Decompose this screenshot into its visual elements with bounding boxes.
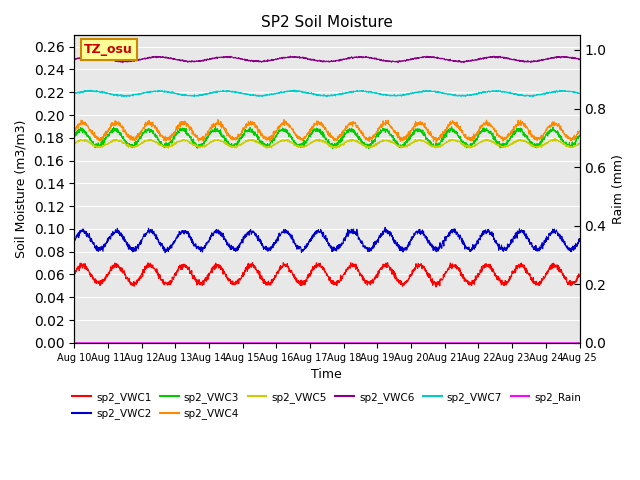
- sp2_VWC3: [70, 132, 78, 138]
- sp2_VWC5: [96, 144, 104, 149]
- sp2_VWC2: [576, 239, 584, 244]
- sp2_VWC7: [303, 89, 310, 95]
- sp2_VWC7: [316, 93, 324, 98]
- sp2_VWC2: [96, 246, 104, 252]
- sp2_VWC3: [561, 140, 569, 146]
- sp2_VWC4: [316, 121, 324, 127]
- sp2_VWC6: [316, 59, 324, 64]
- sp2_VWC6: [394, 60, 402, 65]
- sp2_Rain: [70, 340, 78, 346]
- sp2_Rain: [561, 340, 568, 346]
- sp2_VWC1: [432, 284, 440, 290]
- sp2_VWC3: [561, 141, 569, 147]
- sp2_VWC7: [529, 94, 537, 100]
- sp2_VWC5: [561, 143, 569, 148]
- sp2_VWC6: [96, 55, 104, 60]
- sp2_VWC3: [365, 146, 372, 152]
- sp2_VWC7: [561, 88, 569, 94]
- Y-axis label: Soil Moisture (m3/m3): Soil Moisture (m3/m3): [15, 120, 28, 258]
- sp2_VWC2: [561, 242, 569, 248]
- sp2_VWC1: [561, 275, 569, 281]
- sp2_VWC4: [561, 132, 569, 137]
- sp2_VWC5: [468, 144, 476, 150]
- sp2_VWC6: [576, 56, 584, 62]
- sp2_VWC2: [468, 244, 476, 250]
- sp2_VWC3: [576, 132, 584, 138]
- Legend: sp2_VWC1, sp2_VWC2, sp2_VWC3, sp2_VWC4, sp2_VWC5, sp2_VWC6, sp2_VWC7, sp2_Rain: sp2_VWC1, sp2_VWC2, sp2_VWC3, sp2_VWC4, …: [68, 388, 586, 423]
- sp2_VWC5: [316, 137, 324, 143]
- sp2_VWC1: [576, 274, 584, 279]
- sp2_VWC2: [161, 250, 169, 255]
- sp2_VWC4: [303, 132, 310, 138]
- sp2_Rain: [96, 340, 104, 346]
- sp2_VWC2: [381, 225, 389, 230]
- sp2_VWC7: [70, 90, 78, 96]
- sp2_VWC2: [561, 240, 569, 246]
- Line: sp2_VWC4: sp2_VWC4: [74, 120, 580, 143]
- Line: sp2_VWC5: sp2_VWC5: [74, 139, 580, 148]
- sp2_VWC4: [576, 128, 584, 134]
- sp2_VWC1: [96, 282, 104, 288]
- sp2_VWC3: [468, 141, 476, 147]
- sp2_VWC6: [287, 53, 294, 59]
- sp2_VWC5: [576, 140, 584, 146]
- sp2_VWC6: [561, 54, 569, 60]
- sp2_VWC1: [468, 280, 476, 286]
- sp2_VWC5: [333, 145, 340, 151]
- sp2_VWC1: [316, 261, 324, 267]
- X-axis label: Time: Time: [312, 368, 342, 381]
- sp2_VWC6: [70, 57, 78, 62]
- sp2_VWC6: [561, 55, 569, 60]
- sp2_VWC1: [280, 260, 287, 265]
- sp2_VWC4: [561, 134, 569, 140]
- sp2_VWC1: [561, 276, 569, 282]
- sp2_VWC7: [468, 92, 476, 97]
- Line: sp2_VWC7: sp2_VWC7: [74, 90, 580, 97]
- sp2_VWC5: [70, 140, 78, 146]
- sp2_VWC7: [290, 87, 298, 93]
- sp2_VWC4: [468, 133, 476, 139]
- Title: SP2 Soil Moisture: SP2 Soil Moisture: [261, 15, 393, 30]
- sp2_VWC3: [96, 144, 104, 150]
- Line: sp2_VWC2: sp2_VWC2: [74, 228, 580, 252]
- sp2_VWC2: [316, 229, 324, 235]
- Y-axis label: Raim (mm): Raim (mm): [612, 154, 625, 224]
- sp2_VWC3: [303, 137, 310, 143]
- sp2_VWC3: [316, 127, 324, 132]
- sp2_VWC4: [433, 140, 440, 145]
- sp2_VWC6: [303, 56, 310, 61]
- sp2_Rain: [576, 340, 584, 346]
- sp2_Rain: [561, 340, 569, 346]
- sp2_VWC7: [561, 88, 569, 94]
- sp2_VWC1: [303, 278, 310, 284]
- sp2_VWC5: [551, 136, 559, 142]
- Line: sp2_VWC1: sp2_VWC1: [74, 263, 580, 287]
- sp2_VWC5: [303, 143, 310, 149]
- sp2_VWC2: [303, 241, 310, 247]
- sp2_Rain: [468, 340, 476, 346]
- sp2_VWC3: [212, 124, 220, 130]
- sp2_VWC7: [96, 89, 104, 95]
- sp2_VWC4: [70, 126, 78, 132]
- sp2_Rain: [303, 340, 310, 346]
- sp2_VWC4: [214, 117, 222, 122]
- Line: sp2_VWC3: sp2_VWC3: [74, 127, 580, 149]
- sp2_VWC7: [576, 91, 584, 96]
- Text: TZ_osu: TZ_osu: [84, 43, 133, 56]
- sp2_VWC2: [70, 240, 78, 245]
- Line: sp2_VWC6: sp2_VWC6: [74, 56, 580, 62]
- sp2_Rain: [316, 340, 324, 346]
- sp2_VWC5: [561, 143, 569, 149]
- sp2_VWC4: [96, 136, 104, 142]
- sp2_VWC6: [468, 57, 476, 63]
- sp2_VWC1: [70, 269, 78, 275]
